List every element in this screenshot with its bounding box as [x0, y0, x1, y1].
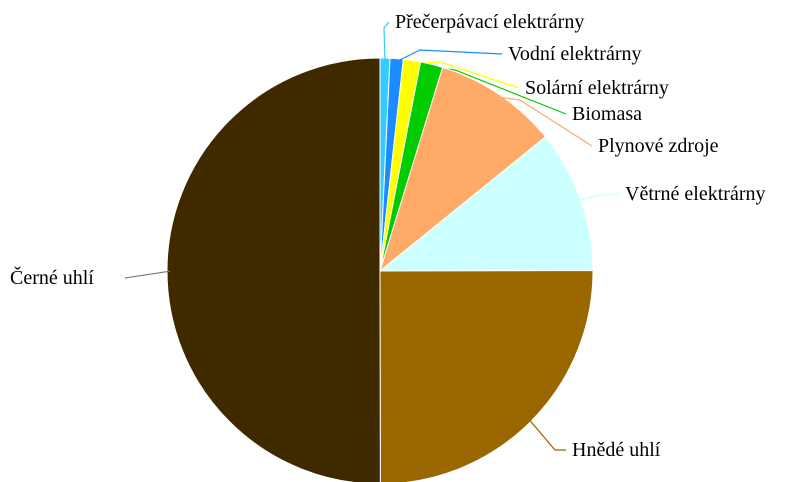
leader-line	[396, 49, 503, 63]
slice-label: Plynové zdroje	[598, 135, 719, 157]
leader-line	[430, 66, 567, 115]
slice-label: Biomasa	[572, 103, 642, 125]
leader-line	[497, 96, 593, 147]
pie-slice	[379, 66, 547, 273]
leader-line	[124, 270, 171, 279]
slice-label: Větrné elektrárny	[625, 183, 765, 205]
slice-label: Černé uhlí	[10, 265, 94, 289]
slice-label: Solární elektrárny	[525, 77, 669, 99]
pie-slice	[166, 57, 381, 482]
leader-line	[528, 418, 566, 451]
slice-label: Vodní elektrárny	[508, 43, 642, 65]
leader-line	[577, 193, 620, 202]
slice-label: Hnědé uhlí	[572, 439, 661, 461]
leader-line	[383, 21, 390, 62]
slice-label: Přečerpávací elektrárny	[395, 11, 584, 33]
